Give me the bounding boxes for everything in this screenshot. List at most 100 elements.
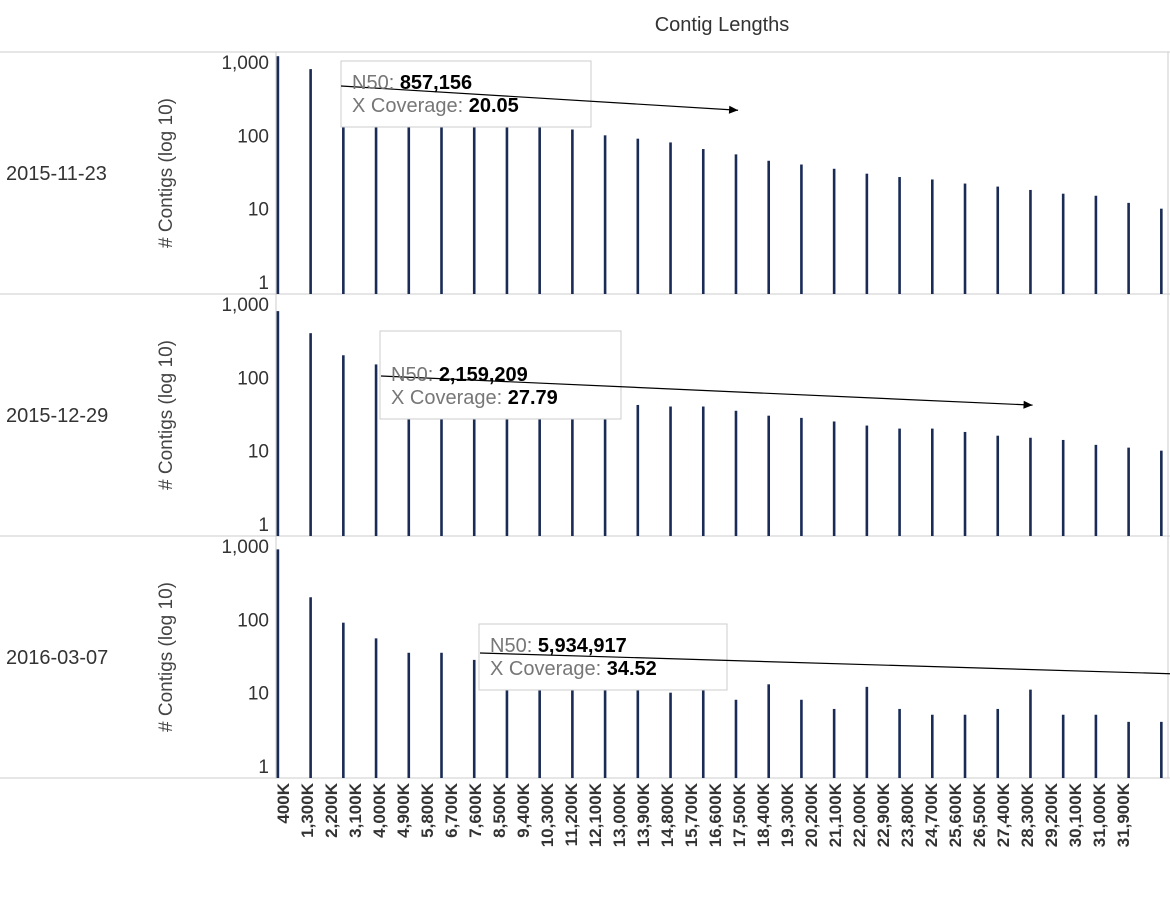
bar [865,173,869,294]
annotation-arrow-line [380,375,1033,406]
bar [669,692,672,778]
bar [440,377,443,536]
x-tick-label: 9,400K [514,782,533,838]
y-tick-label: 10 [248,200,269,221]
coverage-text: X Coverage: 20.05 [352,95,519,117]
coverage-text: X Coverage: 34.52 [490,658,657,680]
bar [603,135,607,294]
bar [472,659,476,778]
bar [832,168,836,294]
bar [931,428,934,536]
bar [767,160,770,294]
bar [571,129,574,294]
bar [701,681,705,778]
y-tick-label: 1 [258,757,269,778]
bar [407,371,411,536]
x-tick-label: 400K [274,782,293,823]
n50-key: N50: [391,364,439,386]
bar [1029,689,1032,778]
bar [276,311,280,536]
bar [1127,202,1130,294]
bar [996,186,1000,294]
bar [472,380,476,536]
y-tick-label: 100 [237,368,269,389]
x-tick-label: 15,700K [682,782,701,847]
chart-panels: 2015-11-23 # Contigs (log 10) 1 10 100 1,000 N… [6,53,1170,778]
bar [767,684,770,778]
bar [931,714,934,778]
y-axis-label: # Contigs (log 10) [156,98,177,248]
n50-value: 857,156 [400,72,472,94]
bar [800,164,803,294]
bar [898,177,901,294]
y-tick-label: 1 [258,515,269,536]
x-tick-label: 14,800K [658,782,677,847]
bar [1160,450,1163,536]
x-tick-label: 22,000K [850,782,869,847]
x-tick-label: 30,100K [1066,782,1085,847]
bar [472,113,476,294]
x-tick-label: 21,100K [826,782,845,847]
bar [342,84,345,294]
x-tick-label: 29,200K [1042,782,1061,847]
x-tick-label: 12,100K [586,782,605,847]
bar [832,421,836,536]
bar [309,333,312,536]
bar [734,410,738,536]
y-tick-label: 1,000 [221,537,269,558]
bar [407,652,411,778]
x-tick-label: 17,500K [730,782,749,847]
coverage-key: X Coverage: [391,387,508,409]
bar [898,428,901,536]
bar [734,699,738,778]
n50-value: 2,159,209 [439,364,528,386]
bar [865,425,869,536]
bar [571,396,574,536]
annotation-arrowhead [1023,400,1033,409]
x-tick-label: 4,900K [394,782,413,838]
x-axis-ticks: 400K 1,300K 2,200K 3,100K 4,000K 4,900K 5,800K… [274,782,1133,847]
bar [407,100,411,294]
bar [767,415,770,536]
x-tick-label: 13,900K [634,782,653,847]
bar [898,708,901,778]
chart-frame [0,51,1170,779]
bar [996,708,1000,778]
x-tick-label: 3,100K [346,782,365,838]
bar [963,431,967,536]
x-tick-label: 22,900K [874,782,893,847]
n50-key: N50: [490,635,538,657]
bar [1029,437,1032,536]
bar [636,679,640,778]
bar [374,92,378,294]
n50-text: N50: 2,159,209 [391,364,528,386]
n50-text: N50: 857,156 [352,72,472,94]
x-tick-label: 27,400K [994,782,1013,847]
bar [701,406,705,536]
y-tick-label: 10 [248,684,269,705]
bar [1127,447,1130,536]
bar [1094,444,1098,536]
x-tick-label: 20,200K [802,782,821,847]
bar [276,549,280,778]
bar [636,138,640,294]
x-tick-label: 10,300K [538,782,557,847]
bar [669,142,672,294]
bar [571,679,574,778]
x-tick-label: 18,400K [754,782,773,847]
y-tick-label: 10 [248,442,269,463]
annotation-box [379,330,622,420]
x-tick-label: 1,300K [298,782,317,838]
bar [374,638,378,778]
x-tick-label: 7,600K [466,782,485,838]
y-axis-label: # Contigs (log 10) [156,340,177,490]
bar [1127,721,1130,778]
bar [603,400,607,536]
coverage-value: 34.52 [607,658,657,680]
bar [1061,714,1065,778]
panel-2015-11-23: 2015-11-23 # Contigs (log 10) 1 10 100 1,000 N… [6,53,1163,295]
x-tick-label: 24,700K [922,782,941,847]
